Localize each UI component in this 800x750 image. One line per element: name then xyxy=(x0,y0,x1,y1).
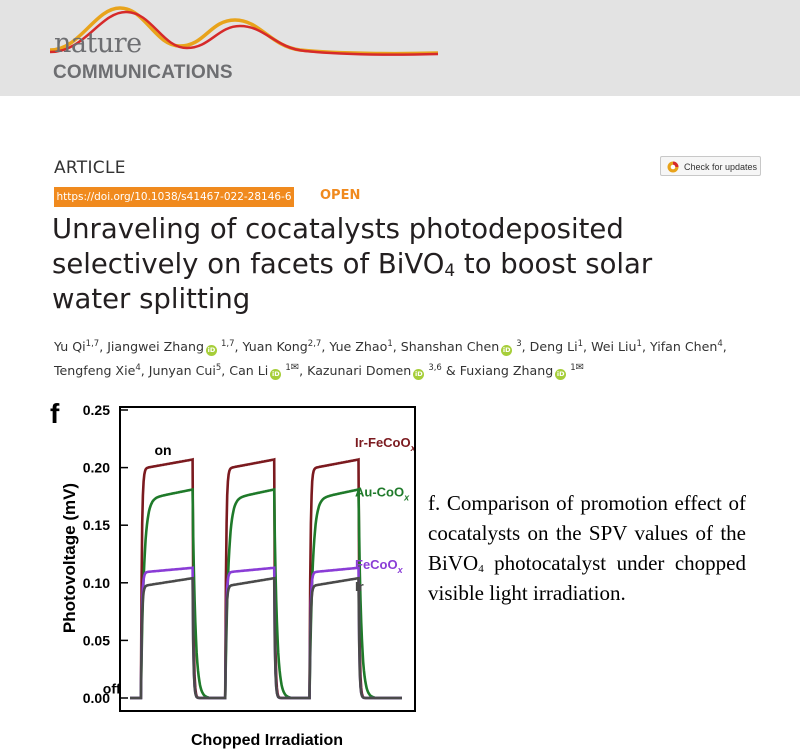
title-part-2: to boost solar water splitting xyxy=(52,248,653,315)
author-affiliation: 1 xyxy=(570,363,576,373)
author[interactable]: Can Li iD 1✉ xyxy=(229,362,300,380)
series-line xyxy=(130,576,402,700)
author-name: Tengfeng Xie xyxy=(54,363,136,378)
article-title: Unraveling of cocatalysts photodeposited… xyxy=(52,212,712,317)
orcid-icon[interactable]: iD xyxy=(501,345,513,356)
series-line xyxy=(130,488,402,700)
photovoltage-chart: 0.000.050.100.150.200.25 Ir-FeCoOxAu-CoO… xyxy=(60,402,417,749)
caption-part-2: photocatalyst under chopped visible ligh… xyxy=(428,551,746,605)
author-affiliation: 3,6 xyxy=(428,363,442,373)
author-affiliation: 1 xyxy=(387,339,393,349)
author-affiliation: 5 xyxy=(215,363,222,373)
author-name: Yifan Chen xyxy=(649,339,718,354)
author-name: Shanshan Chen xyxy=(400,339,500,354)
check-for-updates-button[interactable]: Check for updates xyxy=(660,156,761,176)
caption-part-1: f. Comparison of promotion effect of coc… xyxy=(428,491,746,575)
doi-link[interactable]: https://doi.org/10.1038/s41467-022-28146… xyxy=(54,187,294,207)
author-name: Yu Qi xyxy=(54,339,86,354)
author-name: Fuxiang Zhang xyxy=(459,363,554,378)
y-tick-label: 0.20 xyxy=(83,460,110,476)
panel-label: f xyxy=(50,398,60,429)
orcid-icon[interactable]: iD xyxy=(270,369,282,380)
open-access-label: OPEN xyxy=(320,188,361,203)
journal-name-bottom: COMMUNICATIONS xyxy=(53,62,233,83)
series-label: Au-CoOx xyxy=(355,484,410,502)
author[interactable]: Yue Zhao1 xyxy=(329,339,392,354)
chart-annotation: on xyxy=(154,442,171,458)
author[interactable]: Yifan Chen4 xyxy=(650,339,723,354)
author-name: Wei Liu xyxy=(591,339,637,354)
author-joiner: & xyxy=(445,363,456,378)
author-affiliation: 4 xyxy=(717,339,723,349)
author-list: Yu Qi1,7, Jiangwei Zhang iD 1,7, Yuan Kon… xyxy=(54,339,727,380)
author[interactable]: Wei Liu1 xyxy=(591,339,642,354)
author[interactable]: Yu Qi1,7 xyxy=(54,339,99,354)
series-label: Ir-FeCoOx xyxy=(355,435,417,453)
check-updates-label: Check for updates xyxy=(684,162,758,172)
author[interactable]: Jiangwei Zhang iD 1,7 xyxy=(107,339,235,356)
series-name: Ir xyxy=(355,579,364,594)
plot-frame xyxy=(119,406,416,712)
author-affiliation: 4 xyxy=(135,363,141,373)
x-axis-label: Chopped Irradiation xyxy=(191,732,343,749)
journal-banner: nature COMMUNICATIONS xyxy=(0,0,800,96)
author[interactable]: Tengfeng Xie4 xyxy=(54,363,141,378)
author-affiliation: 1,7 xyxy=(220,339,235,349)
series-name-subscript: x xyxy=(410,443,417,453)
orcid-icon[interactable]: iD xyxy=(413,369,425,380)
nature-wave-logo-icon xyxy=(49,6,439,56)
author-affiliation: 1 xyxy=(636,339,642,349)
check-updates-icon xyxy=(667,161,679,173)
author[interactable]: Yuan Kong2,7 xyxy=(243,339,322,354)
y-tick-label: 0.05 xyxy=(83,632,110,648)
series-label: Ir xyxy=(355,579,364,594)
author-affiliation: 1 xyxy=(577,339,584,349)
series-label: FeCoOx xyxy=(355,557,404,575)
chart-annotation: off xyxy=(103,680,121,696)
author[interactable]: Fuxiang Zhang iD 1✉ xyxy=(459,362,585,380)
title-part-1: Unraveling of cocatalysts photodeposited… xyxy=(52,213,624,280)
author-affiliation: 1 xyxy=(285,363,291,373)
orcid-icon[interactable]: iD xyxy=(205,345,217,356)
orcid-icon[interactable]: iD xyxy=(555,369,567,380)
caption-subscript: 4 xyxy=(478,563,484,575)
y-tick-label: 0.15 xyxy=(83,517,110,533)
author-name: Junyan Cui xyxy=(148,363,216,378)
author-affiliation: 1,7 xyxy=(85,339,100,349)
journal-name-top: nature xyxy=(54,28,142,59)
series-name-subscript: x xyxy=(403,492,410,502)
author-affiliation: 2,7 xyxy=(307,339,322,349)
author-name: Yue Zhao xyxy=(329,339,388,354)
y-tick-label: 0.25 xyxy=(83,402,110,418)
author[interactable]: Shanshan Chen iD 3 xyxy=(400,339,522,356)
author-name: Can Li xyxy=(229,363,269,378)
article-type-label: ARTICLE xyxy=(54,158,126,178)
author[interactable]: Junyan Cui5 xyxy=(149,363,222,378)
y-tick-label: 0.00 xyxy=(83,690,110,706)
mail-icon[interactable]: ✉ xyxy=(575,362,585,373)
author-name: Yuan Kong xyxy=(242,339,308,354)
author[interactable]: Deng Li1 xyxy=(530,339,583,354)
series-line xyxy=(130,566,402,700)
series-name: FeCoO xyxy=(355,557,398,572)
title-subscript: 4 xyxy=(444,261,456,281)
y-axis-label: Photovoltage (mV) xyxy=(60,483,79,633)
series-line xyxy=(130,457,402,700)
mail-icon[interactable]: ✉ xyxy=(290,362,300,373)
author-name: Jiangwei Zhang xyxy=(107,339,204,354)
figure-caption: f. Comparison of promotion effect of coc… xyxy=(428,488,746,608)
y-tick-label: 0.10 xyxy=(83,575,110,591)
author-name: Deng Li xyxy=(529,339,578,354)
author-affiliation: 3 xyxy=(516,339,522,349)
author[interactable]: Kazunari Domen iD 3,6 xyxy=(307,363,442,380)
series-name-subscript: x xyxy=(397,565,404,575)
series-name: Ir-FeCoO xyxy=(355,435,411,450)
author-name: Kazunari Domen xyxy=(307,363,412,378)
series-name: Au-CoO xyxy=(355,484,404,499)
